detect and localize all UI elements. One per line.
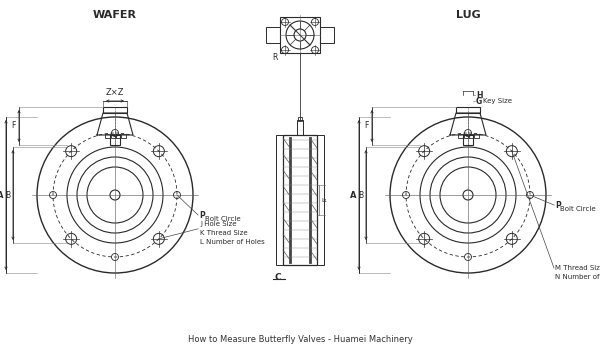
Text: P: P <box>199 211 205 219</box>
Bar <box>276 135 283 265</box>
Text: N Number of Holes: N Number of Holes <box>555 274 600 280</box>
Text: P: P <box>555 200 561 210</box>
Text: A: A <box>349 191 356 199</box>
Text: L Number of Holes: L Number of Holes <box>200 239 265 245</box>
Text: J Hole Size: J Hole Size <box>200 221 236 227</box>
Bar <box>458 134 463 138</box>
Bar <box>283 135 317 265</box>
Bar <box>463 135 473 145</box>
Bar <box>280 17 320 53</box>
Text: Z×Z: Z×Z <box>106 88 124 97</box>
Bar <box>467 134 473 138</box>
Bar <box>110 135 120 145</box>
Bar <box>320 27 334 43</box>
Text: How to Measure Butterfly Valves - Huamei Machinery: How to Measure Butterfly Valves - Huamei… <box>188 335 412 344</box>
Text: Bolt Circle: Bolt Circle <box>205 216 241 222</box>
Bar <box>456 107 480 113</box>
Text: C: C <box>275 273 281 282</box>
Text: F: F <box>365 121 369 131</box>
Text: B: B <box>358 191 363 199</box>
Bar <box>297 120 303 135</box>
Text: G: G <box>476 97 482 106</box>
Text: M Thread Size: M Thread Size <box>555 265 600 271</box>
Text: R: R <box>272 53 278 62</box>
Text: A: A <box>0 191 3 199</box>
Text: Key Size: Key Size <box>483 98 512 104</box>
Bar <box>464 134 469 138</box>
Text: F: F <box>11 121 16 131</box>
Text: WAFER: WAFER <box>93 10 137 20</box>
Bar <box>110 134 115 138</box>
Bar <box>473 134 479 138</box>
Text: L₁: L₁ <box>321 198 327 203</box>
Bar <box>317 135 324 265</box>
Text: K Thread Size: K Thread Size <box>200 230 248 236</box>
Bar <box>115 134 119 138</box>
Text: LUG: LUG <box>455 10 481 20</box>
Text: B: B <box>5 191 10 199</box>
Bar <box>104 134 110 138</box>
Bar <box>266 27 280 43</box>
Bar <box>103 107 127 113</box>
Text: Bolt Circle: Bolt Circle <box>560 206 596 212</box>
Bar <box>298 117 302 121</box>
Bar <box>121 134 125 138</box>
Text: H: H <box>476 91 482 99</box>
